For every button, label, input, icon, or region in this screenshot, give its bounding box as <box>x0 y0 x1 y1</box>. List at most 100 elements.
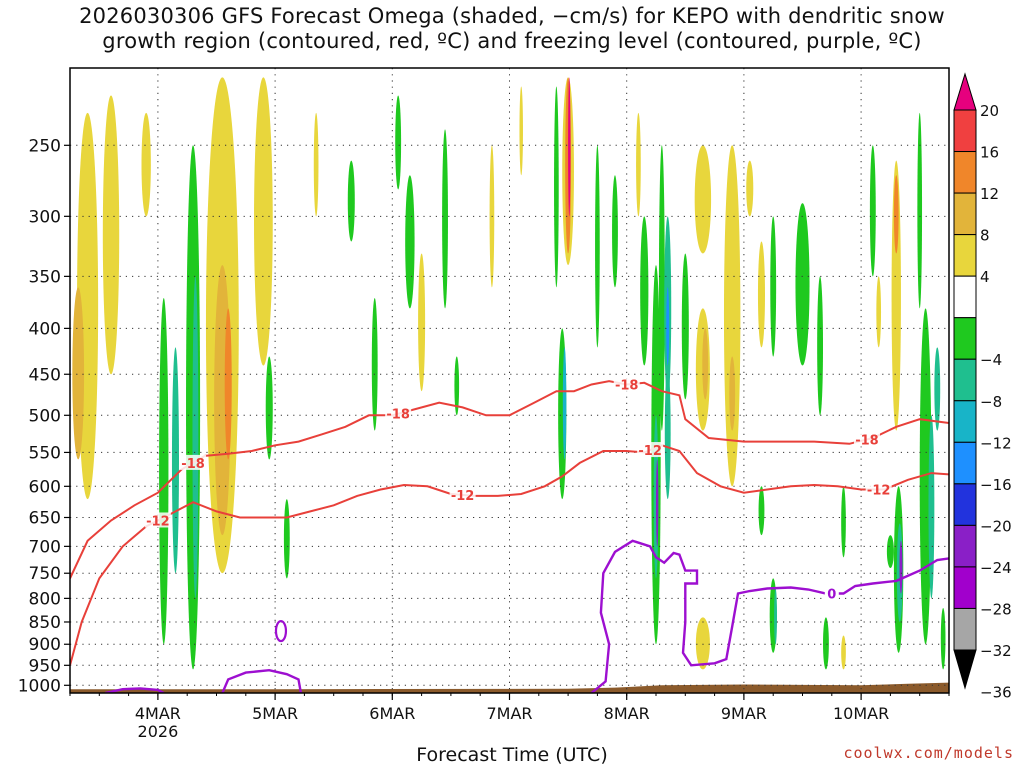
omega-region-60 <box>876 276 882 348</box>
contour-label-bg <box>385 405 412 421</box>
contour-label--12-1: -12 <box>451 489 475 504</box>
colorbar-box-5 <box>953 317 977 360</box>
colorbar-box-12 <box>953 607 977 651</box>
title-line-2: growth region (contoured, red, ºC) and f… <box>102 29 922 53</box>
colorbar-box-6 <box>953 358 977 402</box>
omega-region-47 <box>729 356 736 431</box>
freezing-level-contour-1 <box>221 668 303 693</box>
omega-region-63 <box>893 175 899 254</box>
omega-region-71 <box>940 607 946 670</box>
dgz-contour--18 <box>70 380 949 579</box>
x-tick-label-2: 6MAR <box>369 704 415 723</box>
contour-label-bg <box>613 376 640 392</box>
freezing-level-loop <box>274 619 288 643</box>
omega-region-18 <box>405 175 415 309</box>
colorbar-box-0 <box>953 109 977 153</box>
omega-region-45 <box>695 617 710 670</box>
omega-region-53 <box>774 588 778 645</box>
omega-region-61 <box>886 535 894 569</box>
terrain <box>70 682 949 693</box>
colorbar-label-3: 8 <box>980 227 990 245</box>
x-tick-label-3: 7MAR <box>486 704 532 723</box>
omega-region-36 <box>656 459 659 547</box>
x-tick-label-0: 4MAR <box>135 704 181 723</box>
omega-region-10 <box>224 308 232 460</box>
colorbar-label-10: −24 <box>980 559 1012 577</box>
omega-region-41 <box>681 253 689 400</box>
omega-region-58 <box>841 635 846 670</box>
omega-region-12 <box>265 356 273 460</box>
omega-region-30 <box>595 145 600 348</box>
contour-label-bg <box>637 442 664 458</box>
contour-label--12-3: -12 <box>867 484 891 499</box>
colorbar-box-8 <box>953 441 977 485</box>
contour-label--18-0: -18 <box>181 457 205 472</box>
omega-region-1 <box>72 287 85 460</box>
omega-region-59 <box>869 145 876 277</box>
colorbar-box-7 <box>953 400 977 443</box>
colorbar-label-11: −28 <box>980 600 1012 618</box>
omega-region-42 <box>694 145 712 254</box>
title-line-1: 2026030306 GFS Forecast Omega (shaded, −… <box>79 4 945 28</box>
omega-region-68 <box>919 308 932 645</box>
omega-region-20 <box>442 129 448 309</box>
omega-region-56 <box>823 617 829 670</box>
colorbar-label-9: −20 <box>980 517 1012 535</box>
colorbar-label-12: −32 <box>980 642 1012 660</box>
x-tick-sublabel-0: 2026 <box>138 722 179 741</box>
contour-label-bg <box>180 454 207 470</box>
omega-region-29 <box>562 347 567 460</box>
y-tick-label-450: 450 <box>29 365 61 385</box>
omega-region-40 <box>664 365 671 500</box>
contour-label-bg <box>449 486 476 502</box>
omega-region-32 <box>636 112 641 217</box>
omega-region-27 <box>568 77 571 217</box>
y-tick-label-600: 600 <box>29 477 61 497</box>
contour-label-bg <box>853 431 880 447</box>
omega-region-13 <box>283 499 290 579</box>
x-tick-label-1: 5MAR <box>252 704 298 723</box>
omega-region-16 <box>371 298 378 431</box>
omega-region-67 <box>917 112 923 309</box>
omega-region-37 <box>658 145 665 431</box>
omega-region-39 <box>666 287 670 366</box>
contour-label--18-1: -18 <box>386 408 410 423</box>
omega-region-50 <box>758 486 765 536</box>
x-tick-label-4: 8MAR <box>604 704 650 723</box>
omega-region-17 <box>395 95 402 190</box>
omega-region-11 <box>254 77 273 366</box>
colorbar-label-8: −16 <box>980 476 1012 494</box>
colorbar-top-triangle <box>953 72 977 111</box>
omega-region-21 <box>454 356 460 416</box>
omega-region-2 <box>102 95 120 375</box>
terrain-fill <box>70 682 949 693</box>
x-tick-label-5: 9MAR <box>721 704 767 723</box>
omega-region-5 <box>171 347 179 574</box>
y-tick-label-900: 900 <box>29 635 61 655</box>
omega-region-57 <box>841 486 846 558</box>
colorbar-label-7: −12 <box>980 434 1012 452</box>
omega-region-4 <box>159 298 169 645</box>
colorbar-box-3 <box>953 234 977 277</box>
colorbar-label-6: −8 <box>980 393 1002 411</box>
chart-title: 2026030306 GFS Forecast Omega (shaded, −… <box>0 4 1024 54</box>
contour-label-bg <box>144 512 171 528</box>
y-tick-label-750: 750 <box>29 564 61 584</box>
colorbar-label-2: 12 <box>980 185 999 203</box>
freezing-level-contour-0 <box>104 687 165 693</box>
omega-region-44 <box>702 328 709 400</box>
omega-region-31 <box>612 175 618 288</box>
omega-region-51 <box>770 216 777 357</box>
y-axis: 2503003504004505005506006507007508008509… <box>18 136 70 696</box>
dgz-contour--12 <box>70 444 949 666</box>
y-tick-label-500: 500 <box>29 406 61 426</box>
colorbar-box-11 <box>953 566 977 609</box>
omega-region-49 <box>757 241 765 348</box>
y-tick-label-950: 950 <box>29 656 61 676</box>
colorbar-label-0: 20 <box>980 102 999 120</box>
omega-region-54 <box>795 203 810 366</box>
freezing-label-bg <box>824 585 839 601</box>
y-tick-label-350: 350 <box>29 267 61 287</box>
